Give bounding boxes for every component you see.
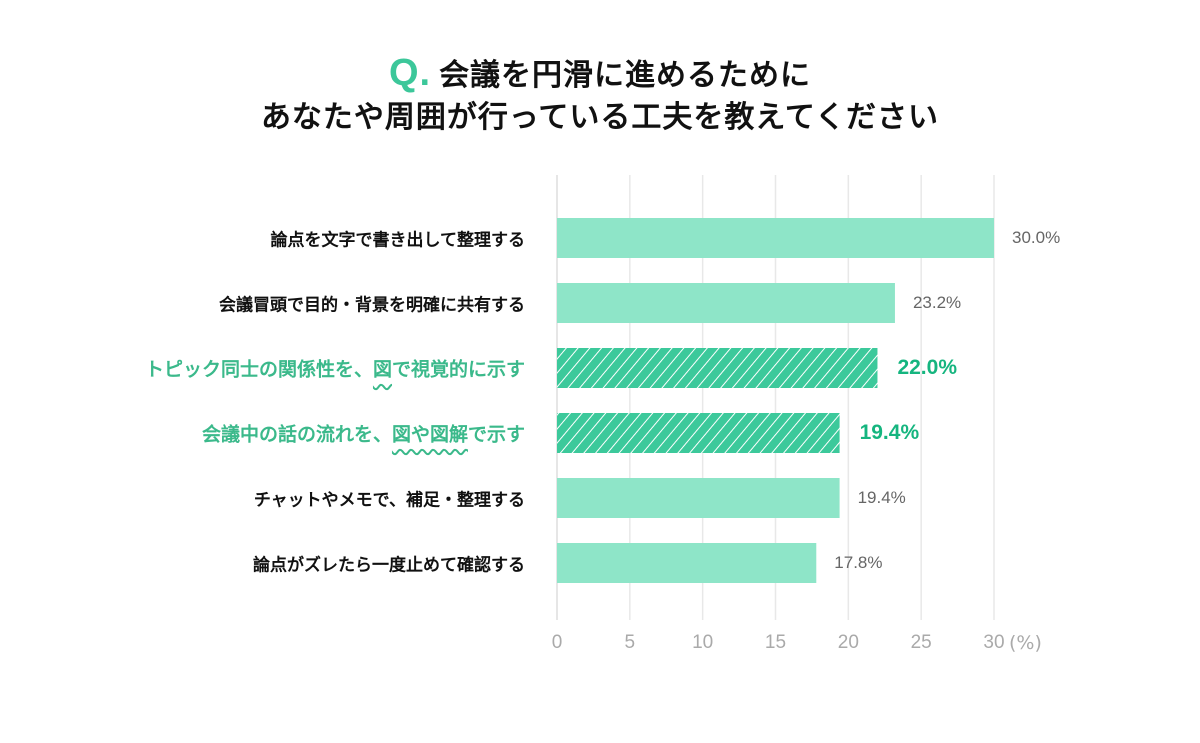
value-label: 23.2% <box>912 293 962 312</box>
category-label-pre: 論点を文字で書き出して整理する <box>270 230 526 251</box>
question-mark-prefix: Q. <box>388 52 432 94</box>
category-label: 論点を文字で書き出して整理する <box>271 226 526 251</box>
category-label: 会議中の話の流れを、図や図解で示す <box>202 420 525 447</box>
bar <box>557 543 817 583</box>
category-label-pre: チャットやメモで、補足・整理する <box>253 490 525 511</box>
category-label-pre: 論点がズレたら一度止めて確認する <box>253 555 525 576</box>
x-tick-label: 0 <box>551 632 563 653</box>
category-label-post: で示す <box>467 423 525 446</box>
category-label-emph: 図や図解 <box>391 423 468 446</box>
bar <box>557 478 840 518</box>
value-label: 22.0% <box>897 356 957 379</box>
title-text-1: 会議を円滑に進めるために <box>439 58 812 93</box>
category-label-emph: 図 <box>372 358 392 381</box>
value-label: 19.4% <box>857 488 906 507</box>
category-label: 会議冒頭で目的・背景を明確に共有する <box>219 291 525 316</box>
x-tick-label: 25 <box>910 632 932 653</box>
chart-title-line2: あなたや周囲が行っている工夫を教えてください <box>260 100 940 135</box>
x-tick-label: 15 <box>764 632 787 653</box>
bar <box>557 413 840 453</box>
value-label: 19.4% <box>859 421 920 444</box>
value-label: 17.8% <box>834 553 883 572</box>
x-tick-label: 20 <box>837 632 859 653</box>
bar <box>557 218 994 258</box>
x-tick-label: 30 <box>983 632 1005 653</box>
x-unit-label: (%) <box>1009 632 1042 654</box>
value-label: 30.0% <box>1012 228 1061 247</box>
chart-title-line1: Q. 会議を円滑に進めるために <box>0 50 1200 95</box>
category-label: トピック同士の関係性を、図で視覚的に示す <box>145 355 525 382</box>
category-label-pre: 会議冒頭で目的・背景を明確に共有する <box>219 295 525 316</box>
category-label-pre: 会議中の話の流れを、 <box>201 423 392 446</box>
x-tick-label: 10 <box>692 632 714 653</box>
x-tick-label: 5 <box>624 632 636 653</box>
bar <box>557 283 895 323</box>
category-label: 論点がズレたら一度止めて確認する <box>253 551 525 576</box>
category-label: チャットやメモで、補足・整理する <box>254 486 525 511</box>
category-label-post: で視覚的に示す <box>391 358 525 381</box>
category-label-pre: トピック同士の関係性を、 <box>144 358 373 381</box>
bar <box>557 348 878 388</box>
